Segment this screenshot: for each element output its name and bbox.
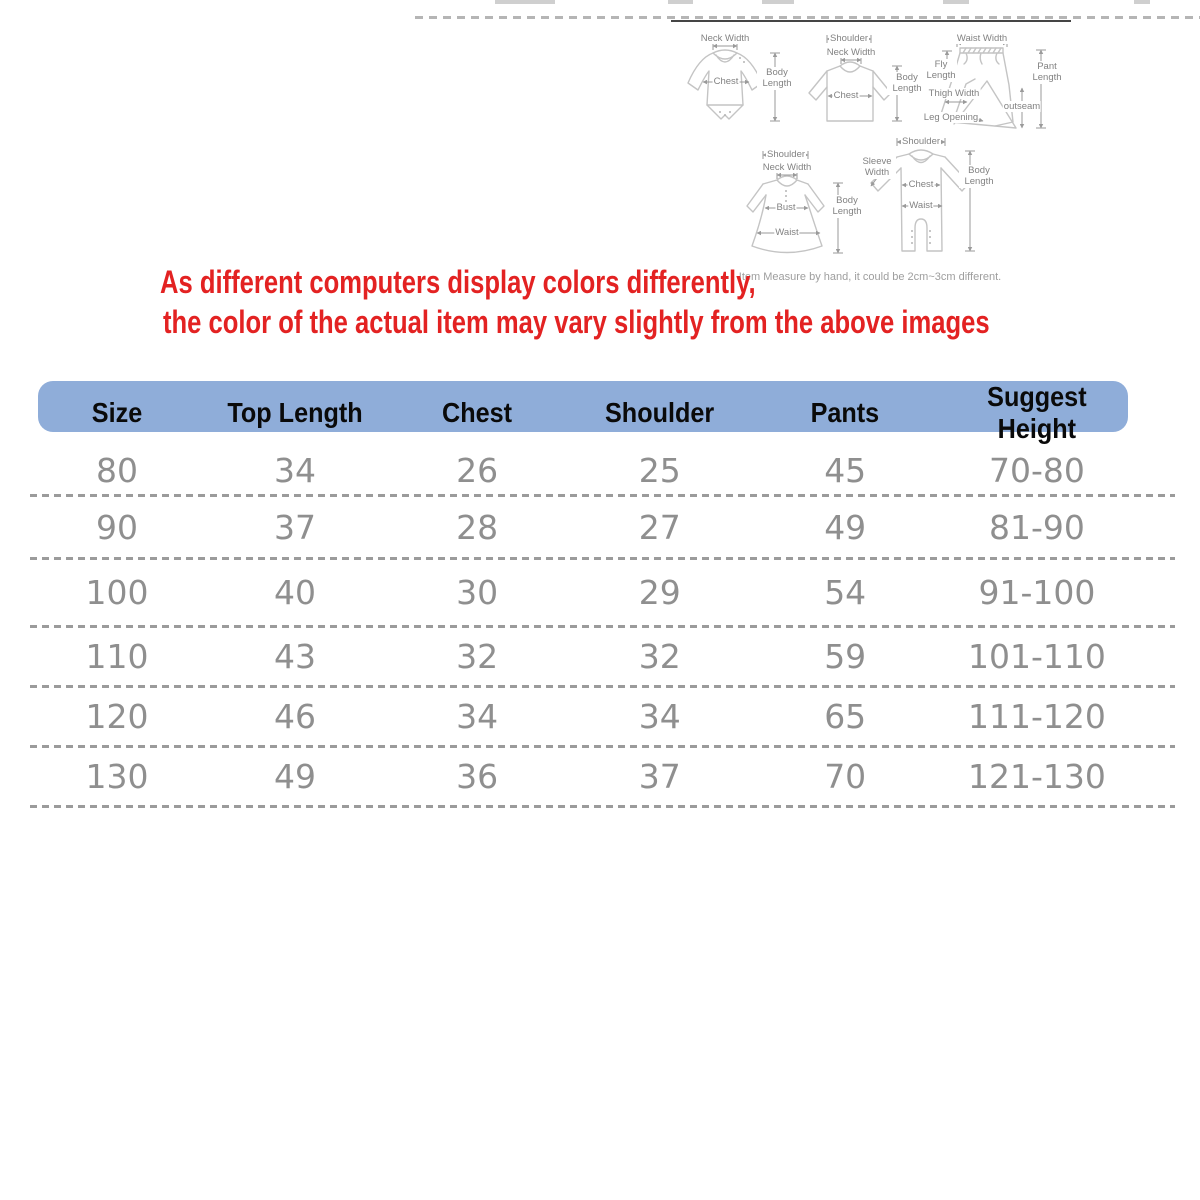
color-disclaimer-line1: As different computers display colors di… xyxy=(160,264,756,300)
label-chest: Chest xyxy=(907,179,935,191)
table-cell: 37 xyxy=(274,507,317,547)
cutoff-text-fragment xyxy=(668,0,693,4)
label-neck-width: Neck Width xyxy=(825,47,877,59)
cutoff-text-fragment xyxy=(495,0,555,4)
dashed-divider xyxy=(415,16,1200,19)
label-body-length: Body Length xyxy=(827,195,867,218)
label-waist: Waist xyxy=(908,200,934,212)
header-cell-top-length: Top Length xyxy=(227,397,363,428)
label-neck-width: Neck Width xyxy=(761,162,813,174)
label-neck-width: Neck Width xyxy=(699,33,751,45)
header-cell-pants: Pants xyxy=(810,397,880,428)
table-cell: 91-100 xyxy=(978,573,1096,612)
bodysuit-diagram xyxy=(687,42,780,122)
label-chest: Chest xyxy=(712,76,740,88)
table-cell: 70-80 xyxy=(989,450,1085,490)
table-cell: 49 xyxy=(274,757,317,796)
row-separator xyxy=(30,557,1175,560)
label-sleeve-width: Sleeve Width xyxy=(858,156,896,179)
table-cell: 101-110 xyxy=(968,637,1106,676)
color-disclaimer-line2: the color of the actual item may vary sl… xyxy=(163,304,990,340)
table-cell: 65 xyxy=(824,697,867,736)
table-body: 80 34 26 25 45 70-80 90 37 28 27 49 81-9… xyxy=(0,446,1200,808)
table-row: 100 40 30 29 54 91-100 xyxy=(0,560,1200,628)
label-body-length: Body Length xyxy=(757,67,797,90)
label-shoulder: Shoulder xyxy=(765,149,807,161)
table-cell: 26 xyxy=(456,450,499,490)
table-row: 120 46 34 34 65 111-120 xyxy=(0,688,1200,748)
dress-diagram xyxy=(746,151,843,254)
table-cell: 34 xyxy=(274,450,317,490)
label-pant-length: Pant Length xyxy=(1029,61,1065,84)
cutoff-text-fragment xyxy=(943,0,969,4)
measurement-diagrams: Neck Width Chest Body Length Shoulder Ne… xyxy=(650,25,1120,290)
table-cell: 90 xyxy=(96,507,139,547)
label-body-length: Body Length xyxy=(887,72,927,95)
row-separator xyxy=(30,494,1175,497)
row-separator xyxy=(30,625,1175,628)
table-header-row: Size Top Length Chest Shoulder Pants Sug… xyxy=(30,381,1175,444)
table-cell: 111-120 xyxy=(968,697,1106,736)
table-cell: 100 xyxy=(85,573,149,612)
table-cell: 34 xyxy=(638,697,681,736)
romper-diagram xyxy=(870,138,975,252)
measure-note: Item Measure by hand, it could be 2cm~3c… xyxy=(738,271,1002,283)
table-cell: 80 xyxy=(96,450,139,490)
table-cell: 70 xyxy=(824,757,867,796)
table-cell: 34 xyxy=(456,697,499,736)
label-bust: Bust xyxy=(775,202,797,214)
label-thigh-width: Thigh Width xyxy=(927,88,981,100)
table-cell: 120 xyxy=(85,697,149,736)
label-waist-width: Waist Width xyxy=(955,33,1009,45)
table-cell: 32 xyxy=(456,637,499,676)
table-header-bar xyxy=(38,381,1128,432)
table-cell: 121-130 xyxy=(968,757,1106,796)
table-cell: 49 xyxy=(824,507,867,547)
table-cell: 40 xyxy=(274,573,317,612)
header-cell-suggest-height: Suggest Height xyxy=(987,381,1087,444)
label-shoulder: Shoulder xyxy=(828,33,870,45)
table-row: 90 37 28 27 49 81-90 xyxy=(0,497,1200,560)
row-separator xyxy=(30,685,1175,688)
table-cell: 28 xyxy=(456,507,499,547)
table-cell: 110 xyxy=(85,637,149,676)
row-separator xyxy=(30,745,1175,748)
table-cell: 30 xyxy=(456,573,499,612)
table-cell: 32 xyxy=(638,637,681,676)
table-cell: 36 xyxy=(456,757,499,796)
cutoff-text-fragment xyxy=(1134,0,1150,4)
table-cell: 37 xyxy=(638,757,681,796)
label-waist: Waist xyxy=(774,227,800,239)
label-fly-length: Fly Length xyxy=(925,59,957,82)
cutoff-text-fragment xyxy=(762,0,794,4)
label-body-length: Body Length xyxy=(959,165,999,188)
table-cell: 27 xyxy=(638,507,681,547)
table-cell: 45 xyxy=(824,450,867,490)
table-cell: 54 xyxy=(824,573,867,612)
solid-divider xyxy=(671,20,1071,22)
table-cell: 29 xyxy=(638,573,681,612)
header-cell-chest: Chest xyxy=(442,397,513,428)
table-cell: 25 xyxy=(638,450,681,490)
table-cell: 43 xyxy=(274,637,317,676)
header-cell-shoulder: Shoulder xyxy=(605,397,715,428)
label-leg-opening: Leg Opening xyxy=(922,112,980,124)
table-cell: 59 xyxy=(824,637,867,676)
table-row: 130 49 36 37 70 121-130 xyxy=(0,748,1200,808)
table-cell: 46 xyxy=(274,697,317,736)
table-cell: 130 xyxy=(85,757,149,796)
row-separator xyxy=(30,805,1175,808)
label-shoulder: Shoulder xyxy=(900,136,942,148)
table-row: 80 34 26 25 45 70-80 xyxy=(0,446,1200,497)
label-chest: Chest xyxy=(832,90,860,102)
label-outseam: outseam xyxy=(1002,101,1042,113)
header-cell-size: Size xyxy=(91,397,143,428)
table-row: 110 43 32 32 59 101-110 xyxy=(0,628,1200,688)
table-cell: 81-90 xyxy=(989,507,1085,547)
